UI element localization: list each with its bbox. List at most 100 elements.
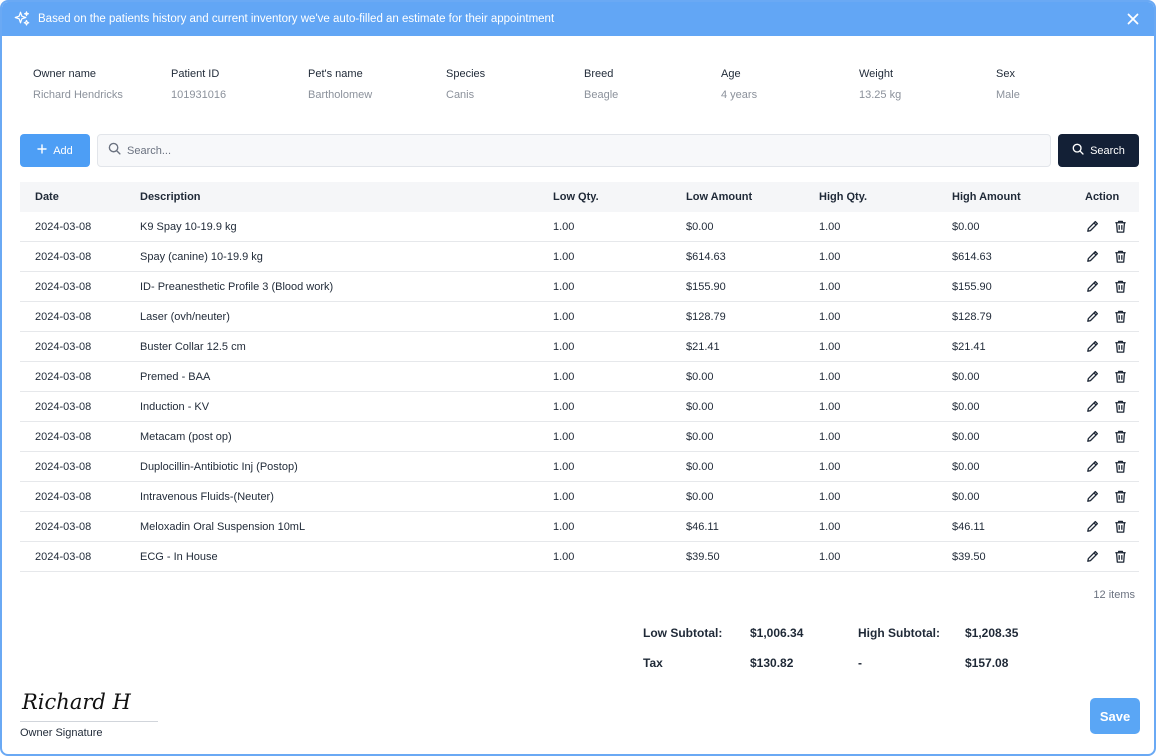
pencil-icon[interactable]: [1085, 339, 1101, 355]
cell-high-amount: $614.63: [952, 251, 992, 263]
cell-date: 2024-03-08: [35, 221, 92, 233]
tax-low-value: $130.82: [750, 656, 794, 670]
cell-description: Spay (canine) 10-19.9 kg: [140, 251, 263, 263]
cell-low-qty: 1.00: [553, 491, 575, 503]
items-count: 12 items: [1093, 589, 1135, 601]
row-actions: [1085, 369, 1129, 385]
cell-description: Laser (ovh/neuter): [140, 311, 230, 323]
tax-label: Tax: [643, 656, 663, 670]
header-high-qty[interactable]: High Qty.: [819, 191, 868, 203]
cell-low-amount: $46.11: [686, 521, 719, 533]
pencil-icon[interactable]: [1085, 459, 1101, 475]
low-subtotal-label: Low Subtotal:: [643, 626, 723, 640]
table-header: Date Description Low Qty. Low Amount Hig…: [20, 182, 1139, 212]
banner-message: Based on the patients history and curren…: [38, 13, 555, 25]
field-label: Breed: [584, 68, 614, 80]
pencil-icon[interactable]: [1085, 219, 1101, 235]
cell-low-qty: 1.00: [553, 221, 575, 233]
trash-icon[interactable]: [1113, 489, 1129, 505]
cell-date: 2024-03-08: [35, 251, 92, 263]
pencil-icon[interactable]: [1085, 489, 1101, 505]
sparkle-icon: [12, 9, 32, 29]
tax-high-value: $157.08: [965, 656, 1009, 670]
search-input[interactable]: [127, 144, 1027, 157]
cell-description: K9 Spay 10-19.9 kg: [140, 221, 237, 233]
pencil-icon[interactable]: [1085, 249, 1101, 265]
cell-low-qty: 1.00: [553, 281, 575, 293]
trash-icon[interactable]: [1113, 309, 1129, 325]
search-button[interactable]: Search: [1058, 134, 1139, 167]
row-actions: [1085, 459, 1129, 475]
cell-low-amount: $0.00: [686, 221, 714, 233]
cell-low-amount: $21.41: [686, 341, 720, 353]
header-high-amount[interactable]: High Amount: [952, 191, 1021, 203]
cell-date: 2024-03-08: [35, 341, 92, 353]
field-label: Sex: [996, 68, 1015, 80]
search-box: [97, 134, 1051, 167]
patient-id-field: Patient ID 101931016: [171, 68, 226, 101]
table-row: 2024-03-08 Induction - KV 1.00 $0.00 1.00 $0.…: [20, 392, 1139, 422]
header-description[interactable]: Description: [140, 191, 201, 203]
pencil-icon[interactable]: [1085, 399, 1101, 415]
cell-description: ID- Preanesthetic Profile 3 (Blood work): [140, 281, 334, 293]
row-actions: [1085, 399, 1129, 415]
trash-icon[interactable]: [1113, 519, 1129, 535]
cell-description: ECG - In House: [140, 551, 218, 563]
cell-date: 2024-03-08: [35, 491, 92, 503]
trash-icon[interactable]: [1113, 459, 1129, 475]
cell-date: 2024-03-08: [35, 311, 92, 323]
cell-high-qty: 1.00: [819, 401, 841, 413]
trash-icon[interactable]: [1113, 219, 1129, 235]
cell-description: Induction - KV: [140, 401, 210, 413]
field-value: Richard Hendricks: [33, 89, 123, 101]
trash-icon[interactable]: [1113, 279, 1129, 295]
pencil-icon[interactable]: [1085, 519, 1101, 535]
cell-high-amount: $0.00: [952, 371, 980, 383]
pencil-icon[interactable]: [1085, 279, 1101, 295]
field-value: 101931016: [171, 89, 227, 101]
owner-name-field: Owner name Richard Hendricks: [33, 68, 123, 101]
cell-high-amount: $155.90: [952, 281, 992, 293]
high-subtotal-label: High Subtotal:: [858, 626, 940, 640]
save-button[interactable]: Save: [1090, 698, 1140, 734]
header-action: Action: [1085, 191, 1120, 203]
cell-low-qty: 1.00: [553, 251, 575, 263]
table-row: 2024-03-08 Premed - BAA 1.00 $0.00 1.00 $0.00: [20, 362, 1139, 392]
signature-label: Owner Signature: [20, 727, 103, 739]
trash-icon[interactable]: [1113, 399, 1129, 415]
trash-icon[interactable]: [1113, 369, 1129, 385]
cell-low-qty: 1.00: [553, 341, 575, 353]
trash-icon[interactable]: [1113, 339, 1129, 355]
cell-high-qty: 1.00: [819, 221, 841, 233]
cell-description: Duplocillin-Antibiotic Inj (Postop): [140, 461, 298, 473]
tax-separator: -: [858, 656, 862, 670]
pencil-icon[interactable]: [1085, 429, 1101, 445]
cell-low-amount: $0.00: [686, 401, 714, 413]
cell-low-qty: 1.00: [553, 521, 575, 533]
pencil-icon[interactable]: [1085, 549, 1101, 565]
header-low-amount[interactable]: Low Amount: [686, 191, 753, 203]
trash-icon[interactable]: [1113, 429, 1129, 445]
trash-icon[interactable]: [1113, 549, 1129, 565]
low-subtotal-value: $1,006.34: [750, 626, 804, 640]
cell-high-qty: 1.00: [819, 551, 841, 563]
high-subtotal-value: $1,208.35: [965, 626, 1019, 640]
cell-high-qty: 1.00: [819, 521, 841, 533]
cell-high-amount: $39.50: [952, 551, 986, 563]
row-actions: [1085, 429, 1129, 445]
trash-icon[interactable]: [1113, 249, 1129, 265]
table-row: 2024-03-08 Buster Collar 12.5 cm 1.00 $21.4…: [20, 332, 1139, 362]
toolbar: Add Search: [20, 134, 1139, 167]
header-date[interactable]: Date: [35, 191, 59, 203]
field-value: Bartholomew: [308, 89, 373, 101]
pencil-icon[interactable]: [1085, 369, 1101, 385]
add-button[interactable]: Add: [20, 134, 90, 167]
pencil-icon[interactable]: [1085, 309, 1101, 325]
close-icon[interactable]: [1124, 10, 1142, 28]
estimate-table: Date Description Low Qty. Low Amount Hig…: [20, 182, 1139, 572]
field-label: Patient ID: [171, 68, 220, 80]
field-value: 13.25 kg: [859, 89, 902, 101]
cell-high-qty: 1.00: [819, 281, 841, 293]
header-low-qty[interactable]: Low Qty.: [553, 191, 599, 203]
